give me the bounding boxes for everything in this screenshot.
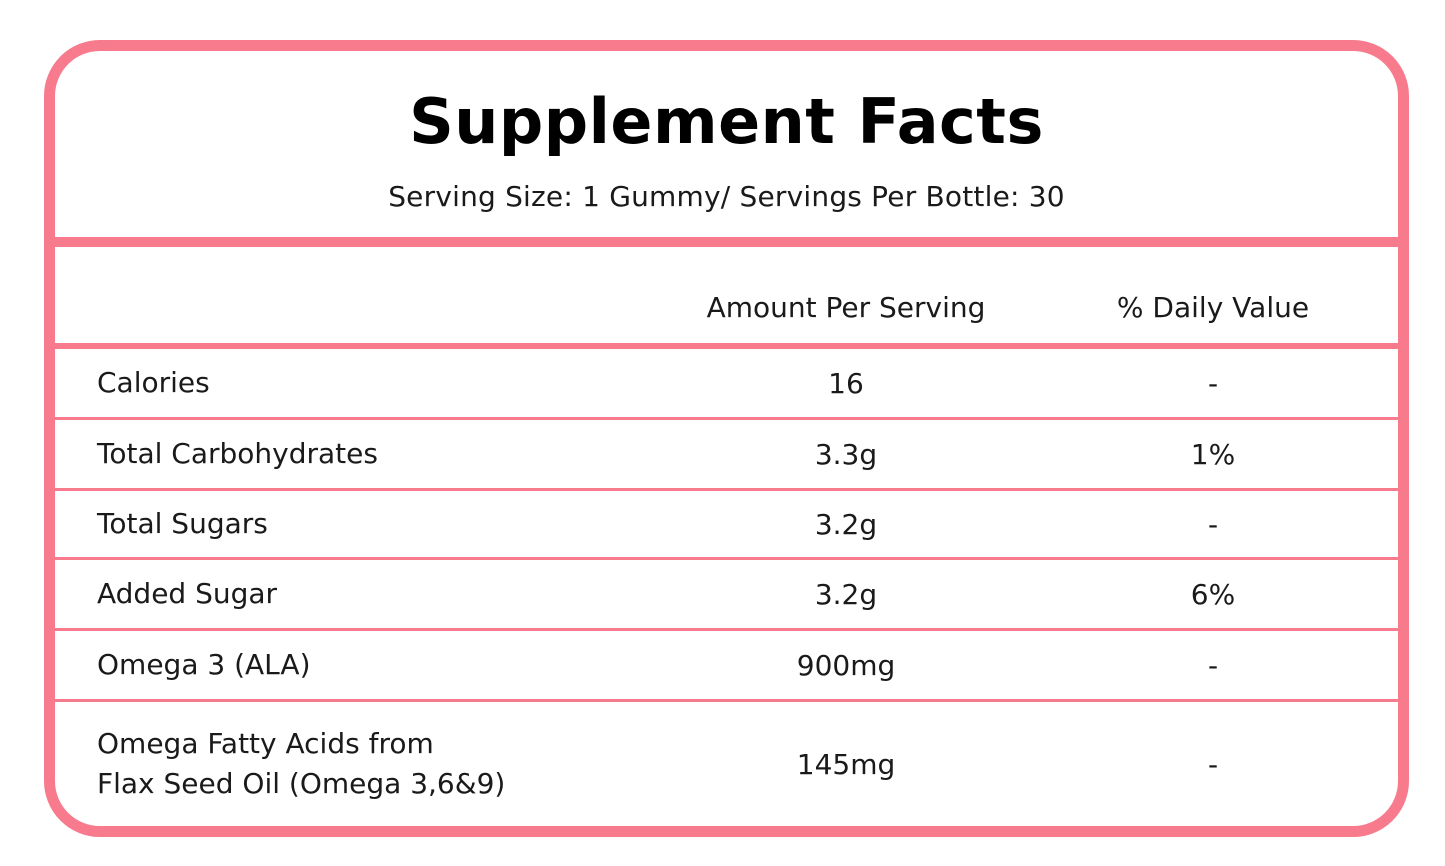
row-divider: [55, 488, 1398, 491]
nutrient-name: Omega Fatty Acids from Flax Seed Oil (Om…: [97, 702, 657, 826]
row-divider: [55, 628, 1398, 631]
nutrient-daily-value: -: [1207, 507, 1219, 541]
nutrient-daily-value: -: [1207, 648, 1219, 682]
nutrient-amount: 900mg: [796, 648, 896, 682]
column-header-amount: Amount Per Serving: [706, 291, 986, 324]
column-header-divider: [55, 343, 1398, 349]
header-divider: [55, 237, 1398, 247]
nutrient-daily-value: -: [1207, 747, 1219, 781]
table-row: Total Carbohydrates 3.3g 1%: [55, 420, 1398, 488]
label-header: Supplement Facts Serving Size: 1 Gummy/ …: [55, 51, 1398, 247]
nutrient-name: Added Sugar: [97, 577, 278, 610]
table-row: Omega Fatty Acids from Flax Seed Oil (Om…: [55, 702, 1398, 826]
table-row: Calories 16 -: [55, 349, 1398, 417]
label-title: Supplement Facts: [409, 85, 1044, 158]
nutrient-amount: 145mg: [796, 747, 896, 781]
nutrient-daily-value: 6%: [1190, 577, 1236, 611]
row-divider: [55, 699, 1398, 702]
nutrient-name: Calories: [97, 366, 210, 399]
nutrient-name: Total Sugars: [97, 507, 268, 540]
nutrient-name-line: Omega Fatty Acids from: [97, 727, 434, 760]
row-divider: [55, 417, 1398, 420]
nutrient-name: Total Carbohydrates: [97, 437, 378, 470]
table-row: Added Sugar 3.2g 6%: [55, 560, 1398, 628]
row-divider: [55, 557, 1398, 560]
nutrient-daily-value: 1%: [1190, 437, 1236, 471]
nutrient-name-line: Flax Seed Oil (Omega 3,6&9): [97, 767, 506, 800]
nutrient-amount: 3.2g: [814, 507, 878, 541]
nutrient-amount: 16: [828, 366, 864, 400]
nutrient-amount: 3.2g: [814, 577, 878, 611]
table-row: Total Sugars 3.2g -: [55, 491, 1398, 557]
nutrient-name: Omega 3 (ALA): [97, 648, 311, 681]
nutrient-amount: 3.3g: [814, 437, 878, 471]
column-header-daily-value: % Daily Value: [1116, 291, 1310, 324]
table-row: Omega 3 (ALA) 900mg -: [55, 631, 1398, 699]
nutrient-daily-value: -: [1207, 366, 1219, 400]
serving-info: Serving Size: 1 Gummy/ Servings Per Bott…: [388, 180, 1065, 213]
supplement-facts-panel: Supplement Facts Serving Size: 1 Gummy/ …: [44, 40, 1409, 837]
